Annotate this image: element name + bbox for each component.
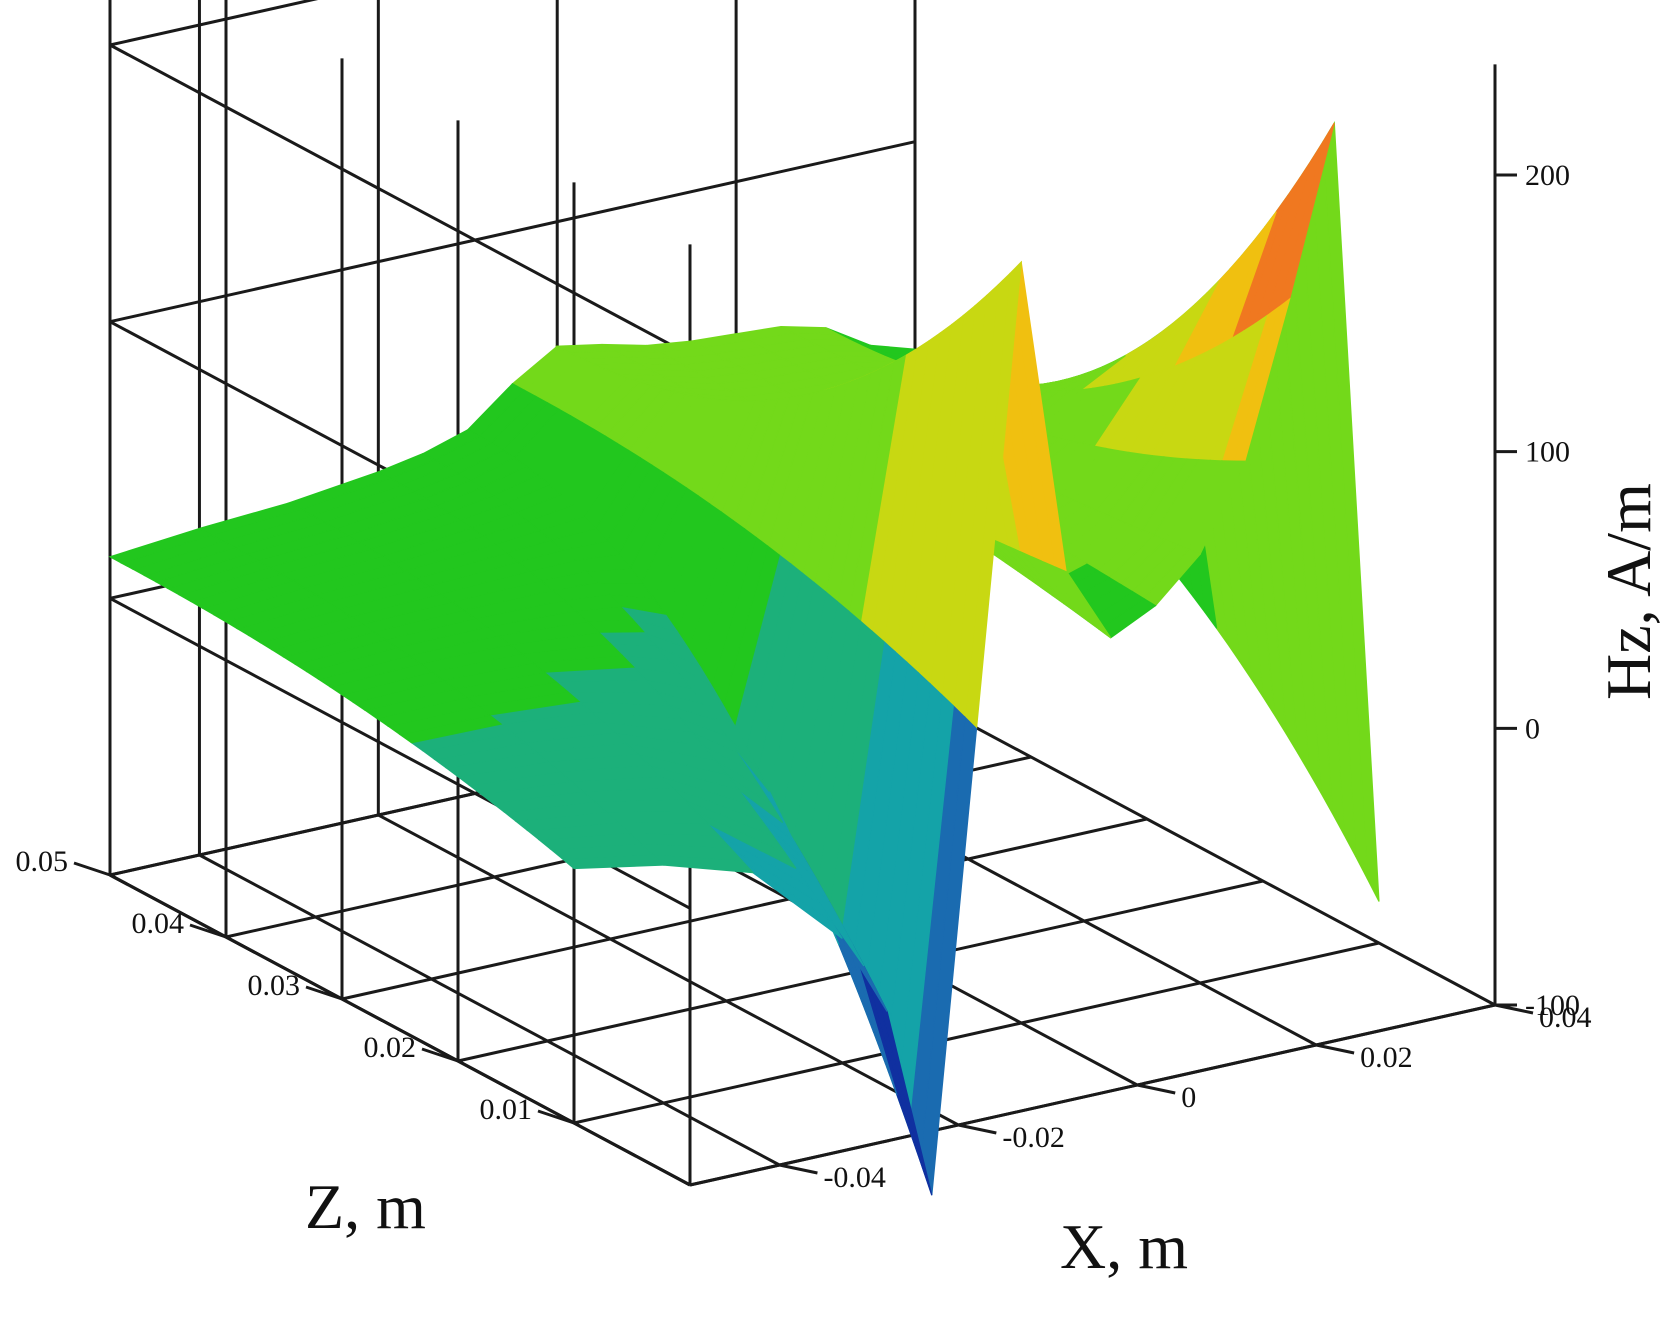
y-tick-label: 0.05 <box>16 845 69 878</box>
y-tick-label: 0.04 <box>132 907 185 940</box>
x-tick-label: -0.02 <box>1002 1121 1064 1154</box>
y-tick-mark <box>189 923 227 939</box>
back-wall-grid-line <box>109 0 319 47</box>
x-tick-mark <box>1136 1083 1176 1095</box>
y-tick-mark <box>73 861 111 877</box>
z-axis-title: Hz, A/m <box>1593 483 1664 700</box>
floor-grid-line <box>914 693 1496 1007</box>
y-axis-title: Z, m <box>305 1171 426 1242</box>
back-wall-grid-line <box>109 140 916 324</box>
x-tick-mark <box>779 1163 818 1175</box>
x-tick-label: 0.04 <box>1539 1001 1592 1034</box>
x-tick-label: 0.02 <box>1360 1041 1413 1074</box>
z-tick-label: 0 <box>1525 712 1540 745</box>
y-tick-label: 0.01 <box>480 1093 533 1126</box>
floor-grid-line <box>377 813 960 1127</box>
surface-layer <box>108 121 1380 1196</box>
floor-grid-line <box>198 853 781 1167</box>
surface-patch <box>108 527 213 564</box>
floor-grid-line <box>341 817 1148 1001</box>
box-edge <box>689 1003 1496 1187</box>
box-edge <box>109 873 691 1187</box>
ticks-layer: -0.04 -0.02 0 0.02 0.04 0.01 0.02 0.03 0.04 0.05 -… <box>16 159 1592 1194</box>
side-wall-grid-line <box>109 43 691 357</box>
surface-patch <box>603 810 708 824</box>
z-tick-label: 200 <box>1525 159 1570 192</box>
y-tick-mark <box>305 985 343 1001</box>
floor-grid-line <box>573 941 1380 1125</box>
x-tick-mark <box>958 1123 997 1135</box>
y-tick-label: 0.03 <box>248 969 301 1002</box>
z-tick-label: -100 <box>1525 989 1580 1022</box>
y-tick-mark <box>421 1047 459 1063</box>
z-tick-label: 100 <box>1525 436 1570 469</box>
surface-patch <box>615 821 720 836</box>
y-tick-mark <box>537 1109 575 1125</box>
x-tick-label: 0 <box>1181 1081 1196 1114</box>
x-tick-mark <box>1315 1043 1355 1055</box>
y-tick-label: 0.02 <box>364 1031 417 1064</box>
x-tick-label: -0.04 <box>823 1161 886 1194</box>
x-axis-title: X, m <box>1060 1211 1188 1282</box>
